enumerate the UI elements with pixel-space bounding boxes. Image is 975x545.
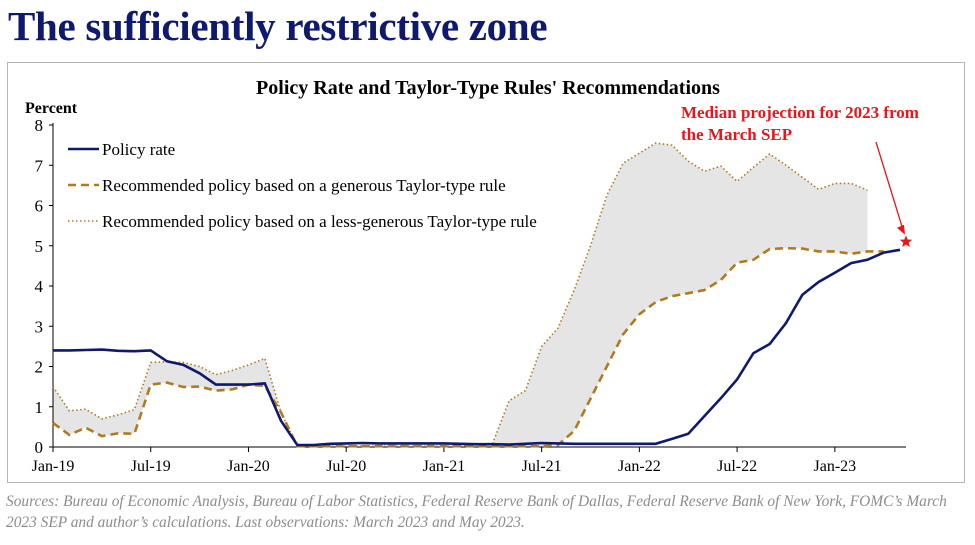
x-tick-label: Jul-20 — [326, 458, 366, 475]
rule-range-band-area — [53, 143, 868, 447]
x-tick-label: Jul-22 — [717, 458, 757, 475]
rule-range-band — [53, 143, 868, 447]
y-axis-label: Percent — [25, 100, 78, 117]
x-tick-label: Jan-20 — [227, 458, 270, 475]
chart-title: Policy Rate and Taylor-Type Rules' Recom… — [256, 77, 720, 99]
annotation-arrow-shaft — [875, 141, 904, 230]
x-tick-label: Jan-22 — [618, 458, 661, 475]
y-tick-label: 4 — [35, 277, 44, 296]
legend: Policy rate Recommended policy based on a… — [68, 140, 537, 231]
source-note: Sources: Bureau of Economic Analysis, Bu… — [6, 493, 947, 531]
legend-label: Recommended policy based on a generous T… — [102, 176, 506, 195]
x-tick-label: Jan-21 — [423, 458, 466, 475]
y-tick-label: 2 — [35, 358, 44, 377]
legend-item-policy-rate: Policy rate — [68, 140, 175, 159]
page-title: The sufficiently restrictive zone — [8, 3, 548, 49]
y-tick-label: 0 — [35, 438, 44, 457]
y-tick-label: 3 — [35, 317, 44, 336]
annotation: Median projection for 2023 from the March… — [681, 103, 919, 247]
policy-rate-line — [53, 248, 901, 447]
x-tick-label: Jul-19 — [131, 458, 171, 475]
annotation-text: Median projection for 2023 from — [681, 103, 919, 122]
x-tick-label: Jan-19 — [32, 458, 75, 475]
generous-rule-line — [52, 246, 884, 448]
y-tick-label: 5 — [35, 237, 44, 256]
y-tick-label: 6 — [35, 197, 44, 216]
y-tick-label: 8 — [35, 116, 44, 135]
sep-projection-star-marker — [899, 235, 913, 247]
legend-item-less-generous-rule: Recommended policy based on a less-gener… — [68, 212, 537, 231]
x-tick-label: Jul-21 — [522, 458, 562, 475]
chart-panel: 0 1 2 3 4 5 6 7 8 Jan-19 Jul-19 Jan-20 Jul-20 Jan-21 J… — [7, 62, 965, 483]
annotation-text: the March SEP — [681, 125, 792, 144]
legend-label: Policy rate — [102, 140, 175, 159]
y-tick-label: 7 — [35, 156, 44, 175]
legend-label: Recommended policy based on a less-gener… — [102, 212, 537, 231]
series-group — [52, 142, 901, 448]
annotation-arrow-head — [897, 224, 905, 235]
legend-item-generous-rule: Recommended policy based on a generous T… — [68, 176, 506, 195]
x-tick-label: Jan-23 — [814, 458, 857, 475]
y-tick-label: 1 — [35, 398, 44, 417]
chart-svg: 0 1 2 3 4 5 6 7 8 Jan-19 Jul-19 Jan-20 Jul-20 Jan-21 J… — [25, 77, 919, 475]
